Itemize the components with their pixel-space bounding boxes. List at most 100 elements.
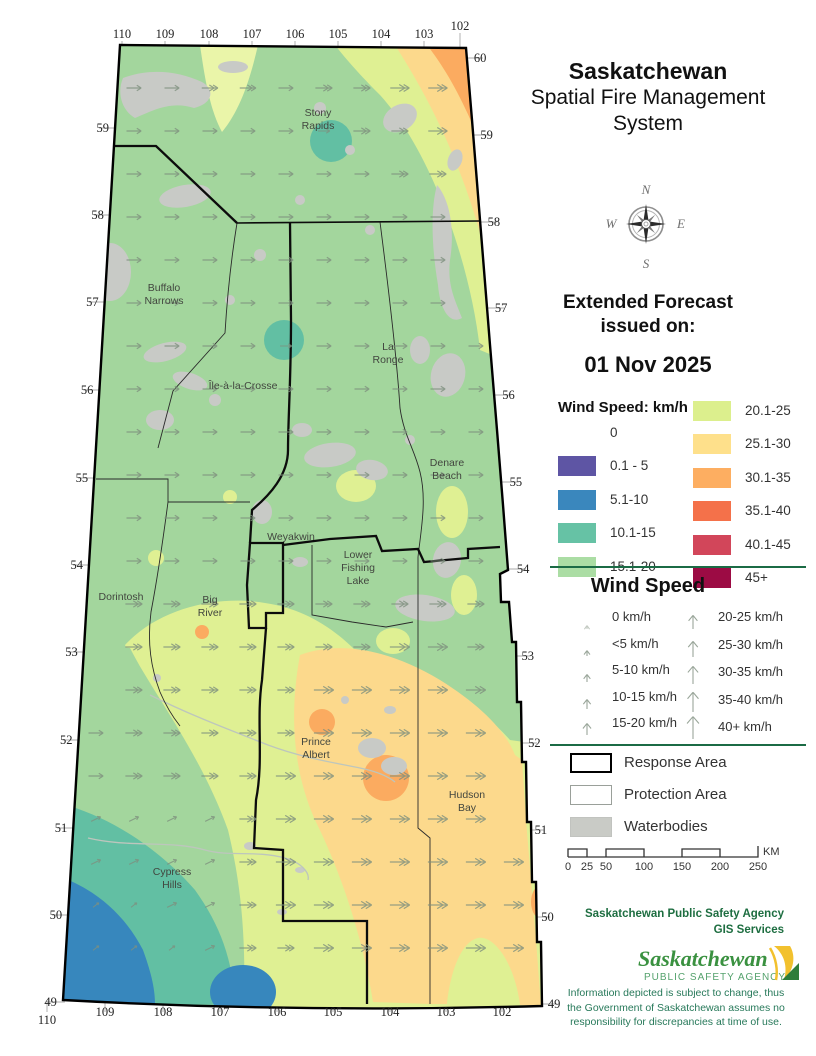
wind-arrow: [354, 213, 370, 221]
wind-arrow: [277, 643, 295, 651]
wind-arrow: [240, 127, 256, 135]
wind-arrow: [277, 600, 295, 608]
arrow-legend-label: 5-10 km/h: [612, 662, 670, 677]
legend-color-swatch: [693, 534, 731, 555]
wind-arrow: [277, 729, 295, 737]
wind-arrow: [239, 772, 257, 780]
wind-arrow: [240, 514, 256, 522]
legend-row: 20.1-25: [693, 401, 816, 423]
wind-arrow: [313, 728, 335, 738]
wind-arrow: [467, 600, 485, 608]
wind-arrow: [392, 514, 408, 522]
place-label: Cypress Hills: [153, 866, 192, 891]
waterbody: [345, 145, 355, 155]
wind-arrow: [278, 127, 294, 135]
logo-wordmark: Saskatchewan: [638, 946, 768, 971]
wind-arrow: [316, 342, 332, 350]
map-title: Saskatchewan Spatial Fire Management Sys…: [488, 58, 808, 137]
wind-arrow: [389, 685, 411, 695]
response-swatch: [570, 753, 612, 773]
place-label: Lower Fishing Lake: [341, 549, 375, 587]
waterbody: [447, 149, 463, 171]
legend-label: 35.1-40: [745, 503, 791, 519]
wind-arrow: [316, 213, 332, 221]
wind-arrow: [430, 342, 446, 350]
legend-color-swatch: [693, 401, 731, 421]
arrow-legend-row: 40+ km/h: [682, 714, 802, 740]
wind-arrow-icon: [687, 691, 699, 712]
divider-line: [550, 566, 806, 568]
wind-arrow: [465, 685, 487, 695]
wind-arrow: [392, 385, 408, 393]
waterbody: [146, 410, 174, 430]
place-label: Buffalo Narrows: [144, 282, 183, 307]
graticule-label: 51: [55, 821, 68, 835]
wind-arrow: [392, 256, 408, 264]
arrow-legend-label: 0 km/h: [612, 609, 652, 624]
legend-row: 25.1-30: [693, 434, 816, 456]
wind-arrow: [164, 342, 180, 350]
graticule-label: 108: [200, 27, 219, 41]
wind-arrow: [164, 514, 180, 522]
waterbody: [295, 195, 305, 205]
arrow-legend-row: 30-35 km/h: [682, 659, 802, 685]
graticule-label: 106: [286, 27, 305, 41]
wind-arrow: [278, 428, 294, 436]
graticule-label: 59: [97, 121, 110, 135]
province-outline: [61, 43, 544, 1010]
wind-arrow: [468, 428, 484, 436]
graticule-label: 58: [91, 208, 104, 222]
wind-arrow: [389, 857, 411, 867]
legend-color-swatch: [558, 489, 596, 510]
wind-arrow: [126, 514, 142, 522]
wind-arrow-icon: [583, 649, 591, 656]
graticule-label: 50: [50, 908, 63, 922]
area-legend-label: Response Area: [624, 754, 727, 771]
wind-arrow: [428, 83, 448, 93]
saskatchewan-map[interactable]: 110 109 108 107 106 105 104 103 102 110 109 108 107 1…: [0, 0, 560, 1056]
wind-arrow-icon: [582, 723, 592, 735]
wind-arrow: [315, 84, 333, 92]
wind-arrow: [201, 600, 219, 608]
wind-arrow: [92, 945, 100, 951]
wind-arrow: [126, 385, 142, 393]
wheat-icon: [768, 946, 799, 981]
scale-bar-label: 150: [673, 861, 691, 873]
wind-arrow: [275, 857, 297, 867]
wind-arrow: [430, 299, 446, 307]
wind-arrow: [351, 857, 373, 867]
wind-arrow: [468, 342, 484, 350]
scale-bar-label: 250: [749, 861, 767, 873]
zone-orange-spot-1: [309, 709, 335, 735]
waterbody: [218, 61, 248, 73]
area-legend-row-response: Response Area: [570, 753, 810, 777]
wind-arrow: [277, 944, 295, 952]
arrow-legend-label: 35-40 km/h: [718, 691, 784, 707]
waterbody: [153, 674, 161, 682]
wind-arrow: [239, 84, 257, 92]
disclaimer-line-3: responsibility for discrepancies at time…: [570, 1016, 782, 1028]
arrow-legend-row: 25-30 km/h: [682, 632, 802, 658]
wind-arrow: [430, 471, 446, 479]
waterbody: [292, 557, 308, 567]
legend-label: 45+: [745, 570, 768, 585]
legend-label: 20.1-25: [745, 403, 791, 418]
waterbody-swatch: [570, 817, 612, 837]
wind-arrow: [351, 771, 373, 781]
graticule-label: 55: [510, 475, 522, 489]
wind-arrow: [392, 342, 408, 350]
graticule-label: 49: [548, 997, 560, 1011]
place-label: Denare Beach: [430, 457, 465, 482]
wind-arrow: [354, 514, 370, 522]
wind-arrow: [353, 600, 371, 608]
wind-arrow: [239, 729, 257, 737]
graticule-label: 105: [324, 1005, 343, 1019]
graticule-labels: 110 109 108 107 106 105 104 103 102 110 109 108 107 1…: [38, 19, 560, 1027]
divider-line-2: [550, 744, 806, 746]
zone-sw-blue: [63, 875, 155, 1005]
graticule-label: 104: [372, 27, 392, 41]
wind-arrow: [240, 385, 256, 393]
wind-speed-zones: [63, 45, 542, 1009]
waterbody: [358, 738, 386, 758]
